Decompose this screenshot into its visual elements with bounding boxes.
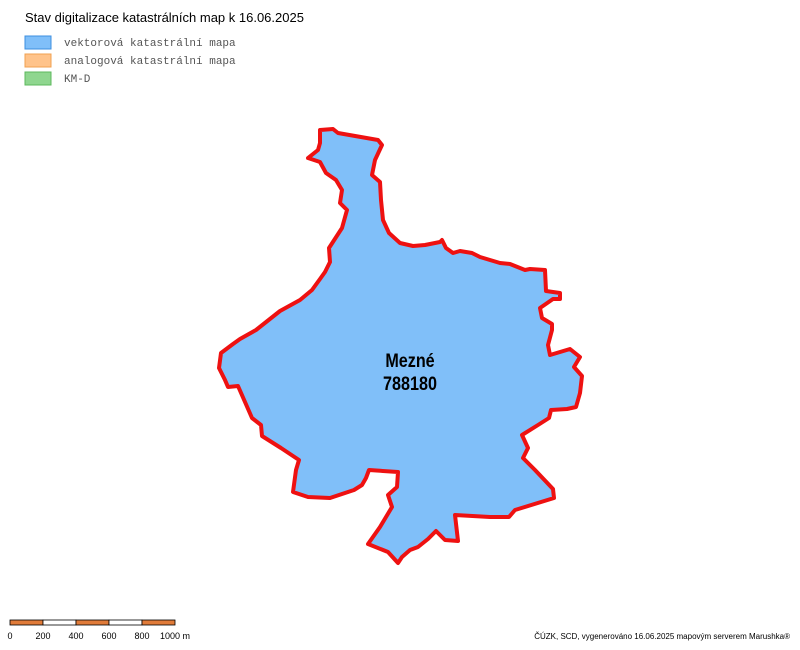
scale-segment <box>108 619 143 626</box>
scale-label: 400 <box>68 631 83 641</box>
map-title: Stav digitalizace katastrálních map k 16… <box>25 10 304 25</box>
scale-segment <box>75 619 110 626</box>
scale-label: 800 <box>134 631 149 641</box>
legend-label: analogová katastrální mapa <box>64 56 236 68</box>
legend-label: KM-D <box>64 74 91 86</box>
scale-label: 1000 m <box>160 631 190 641</box>
scale-label: 600 <box>101 631 116 641</box>
footer-credit: ČÚZK, SCD, vygenerováno 16.06.2025 mapov… <box>534 632 790 641</box>
legend-swatch <box>24 53 52 68</box>
legend: vektorová katastrální mapa analogová kata… <box>24 35 236 86</box>
legend-swatch <box>24 35 52 50</box>
legend-label: vektorová katastrální mapa <box>64 38 236 50</box>
scale-label: 200 <box>35 631 50 641</box>
scale-label: 0 <box>7 631 12 641</box>
scale-segment <box>42 619 77 626</box>
scale-segment <box>141 619 176 626</box>
area-code: 788180 <box>383 373 437 395</box>
cadastral-area <box>217 127 584 565</box>
area-name: Mezné <box>385 350 435 372</box>
scale-bar: 0 200 400 600 800 1000 m <box>7 619 190 641</box>
legend-swatch <box>24 71 52 86</box>
scale-segment <box>9 619 44 626</box>
